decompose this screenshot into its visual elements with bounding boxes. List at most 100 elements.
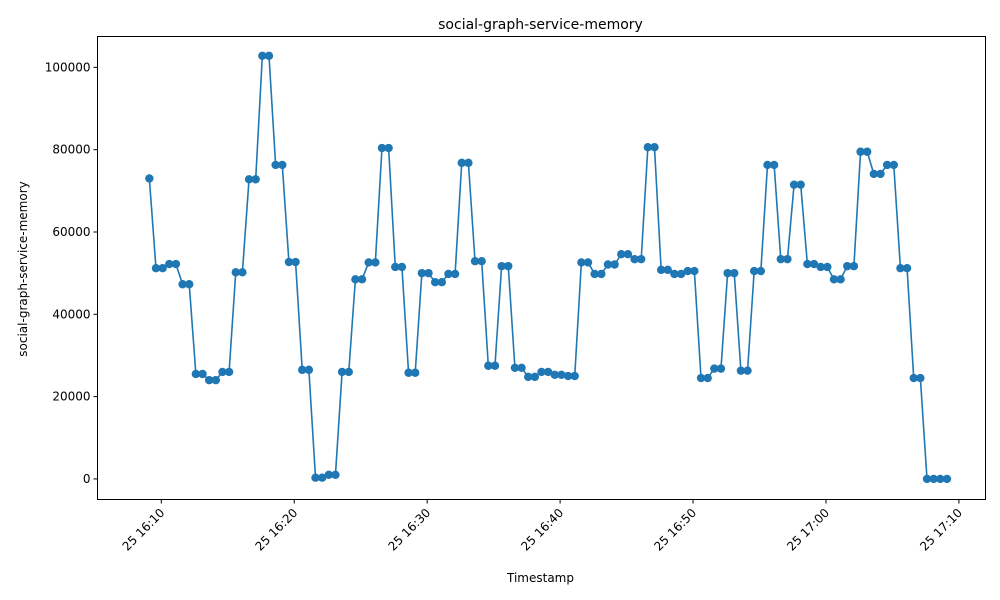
data-point (271, 160, 280, 170)
y-tick-label: 80000 (52, 143, 90, 157)
data-point (816, 262, 825, 272)
data-point (391, 262, 400, 272)
data-point (317, 473, 327, 482)
data-point (484, 361, 493, 370)
data-point (623, 250, 633, 259)
data-point (643, 143, 653, 152)
data-point (337, 367, 347, 377)
data-point (411, 368, 420, 377)
data-point (224, 367, 234, 377)
data-point (603, 260, 613, 269)
data-point (151, 264, 161, 273)
y-tick-label: 40000 (52, 307, 90, 321)
data-point (856, 147, 865, 156)
data-point (570, 371, 579, 381)
data-point (909, 373, 918, 383)
data-point (231, 268, 240, 277)
data-point (896, 264, 905, 273)
data-point (351, 275, 360, 284)
data-point (324, 470, 334, 480)
data-point (404, 368, 413, 377)
data-point (550, 370, 559, 379)
data-point (437, 278, 446, 287)
data-point (869, 169, 879, 179)
data-point (251, 175, 260, 184)
data-point (882, 160, 892, 170)
data-point (264, 51, 274, 61)
data-point (730, 268, 739, 278)
data-point (690, 266, 699, 276)
data-point (504, 261, 513, 271)
data-point (543, 367, 553, 377)
data-point (450, 269, 460, 279)
data-point (397, 262, 407, 272)
plot-frame (97, 36, 986, 500)
data-point (749, 266, 759, 276)
data-point (178, 280, 187, 289)
data-point (357, 275, 367, 284)
data-point (776, 254, 785, 264)
data-point (291, 257, 300, 267)
data-point (942, 474, 952, 484)
data-point (158, 264, 167, 273)
plot-area (145, 51, 952, 484)
data-point (803, 259, 812, 269)
data-point (783, 254, 792, 264)
data-point (430, 278, 440, 287)
data-point (889, 160, 898, 170)
data-point (470, 257, 480, 266)
data-point (583, 258, 593, 267)
data-point (656, 265, 666, 275)
data-point (457, 158, 466, 168)
data-point (530, 372, 540, 382)
data-point (716, 364, 726, 373)
data-point (198, 369, 207, 379)
data-point (284, 257, 294, 267)
data-point (577, 258, 586, 267)
data-point (444, 269, 453, 279)
data-point (922, 474, 932, 484)
data-point (809, 259, 819, 269)
data-point (331, 470, 340, 480)
data-point (663, 265, 672, 275)
y-axis: 0 20000 40000 60000 80000 100000 (45, 60, 98, 486)
data-point (843, 261, 852, 271)
data-point (936, 474, 945, 484)
y-tick-label: 60000 (52, 225, 90, 239)
y-tick-label: 100000 (45, 60, 91, 74)
data-point (743, 366, 752, 375)
data-point (557, 370, 566, 379)
data-point (204, 375, 214, 385)
y-tick-label: 20000 (52, 390, 90, 404)
data-point (670, 269, 679, 279)
data-point (736, 366, 746, 375)
data-point (384, 143, 393, 153)
data-point (610, 260, 619, 269)
data-point (676, 269, 686, 279)
data-point (683, 266, 692, 276)
data-point (849, 261, 859, 271)
data-point (929, 474, 938, 484)
data-point (171, 259, 181, 269)
data-point (377, 143, 387, 153)
data-point (630, 254, 639, 264)
data-point (563, 371, 573, 381)
data-point (211, 375, 221, 385)
data-point (763, 160, 772, 170)
data-point (696, 373, 706, 383)
data-point (590, 269, 599, 279)
data-point (537, 367, 546, 377)
data-point (823, 262, 832, 272)
data-point (371, 258, 380, 267)
data-point (916, 373, 925, 383)
data-point (244, 175, 254, 184)
data-point (902, 264, 912, 273)
data-point (258, 51, 267, 61)
data-point (789, 180, 799, 189)
data-point (862, 147, 872, 156)
data-point (490, 361, 500, 370)
data-point (723, 268, 732, 278)
data-point (876, 169, 885, 179)
y-axis-label: social-graph-service-memory (16, 181, 30, 356)
